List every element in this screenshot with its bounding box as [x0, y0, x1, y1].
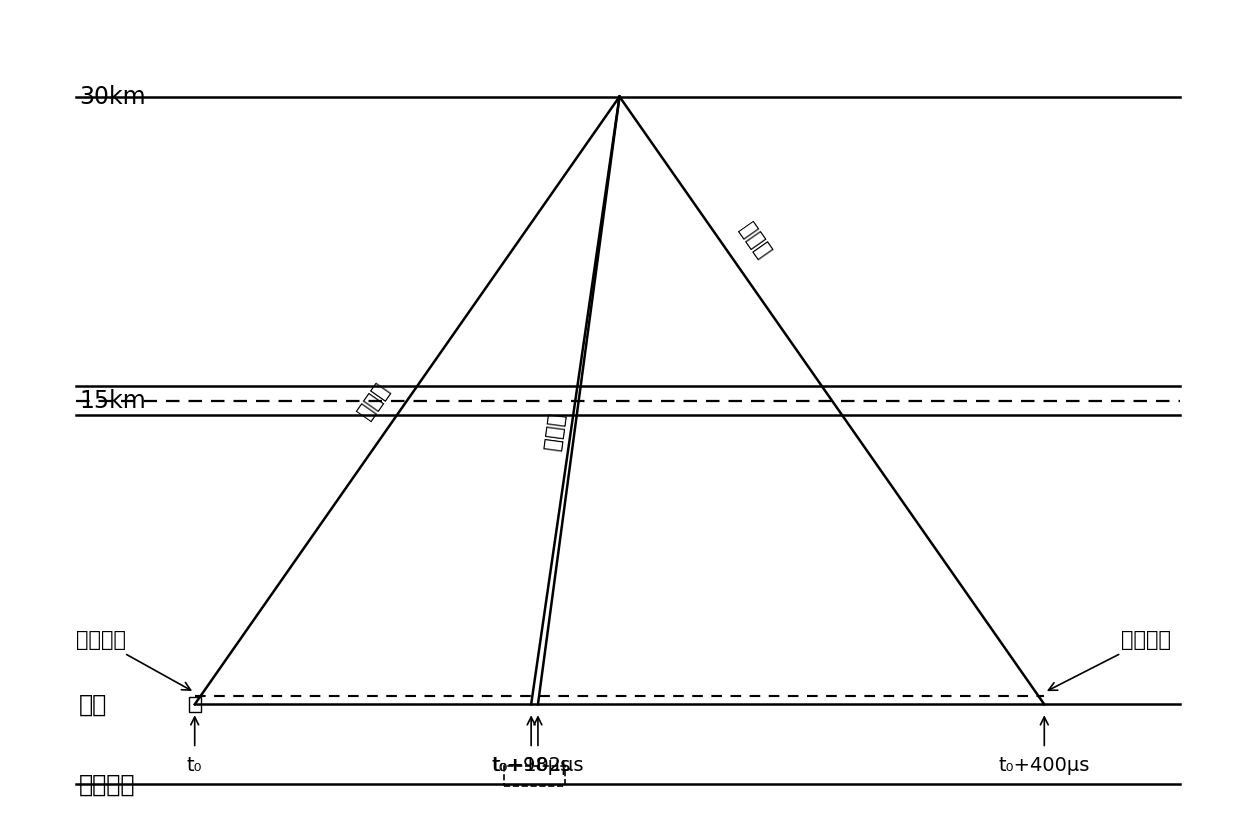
Text: 发射光: 发射光: [354, 379, 392, 421]
Text: 地面: 地面: [79, 692, 108, 716]
Text: 选通脉冲: 选通脉冲: [79, 772, 135, 796]
Text: t₀: t₀: [187, 756, 202, 776]
Text: 返回脉冲: 返回脉冲: [1048, 631, 1171, 691]
Text: 发射脉冲: 发射脉冲: [77, 631, 191, 690]
Text: 返回光: 返回光: [736, 219, 774, 262]
Text: 返回光: 返回光: [541, 412, 566, 452]
Text: t₀+400μs: t₀+400μs: [999, 756, 1090, 776]
Text: t₀+102μs: t₀+102μs: [492, 756, 584, 776]
Text: 30km: 30km: [79, 85, 146, 108]
Text: t₀+98μs: t₀+98μs: [492, 756, 571, 776]
Text: 15km: 15km: [79, 388, 146, 412]
